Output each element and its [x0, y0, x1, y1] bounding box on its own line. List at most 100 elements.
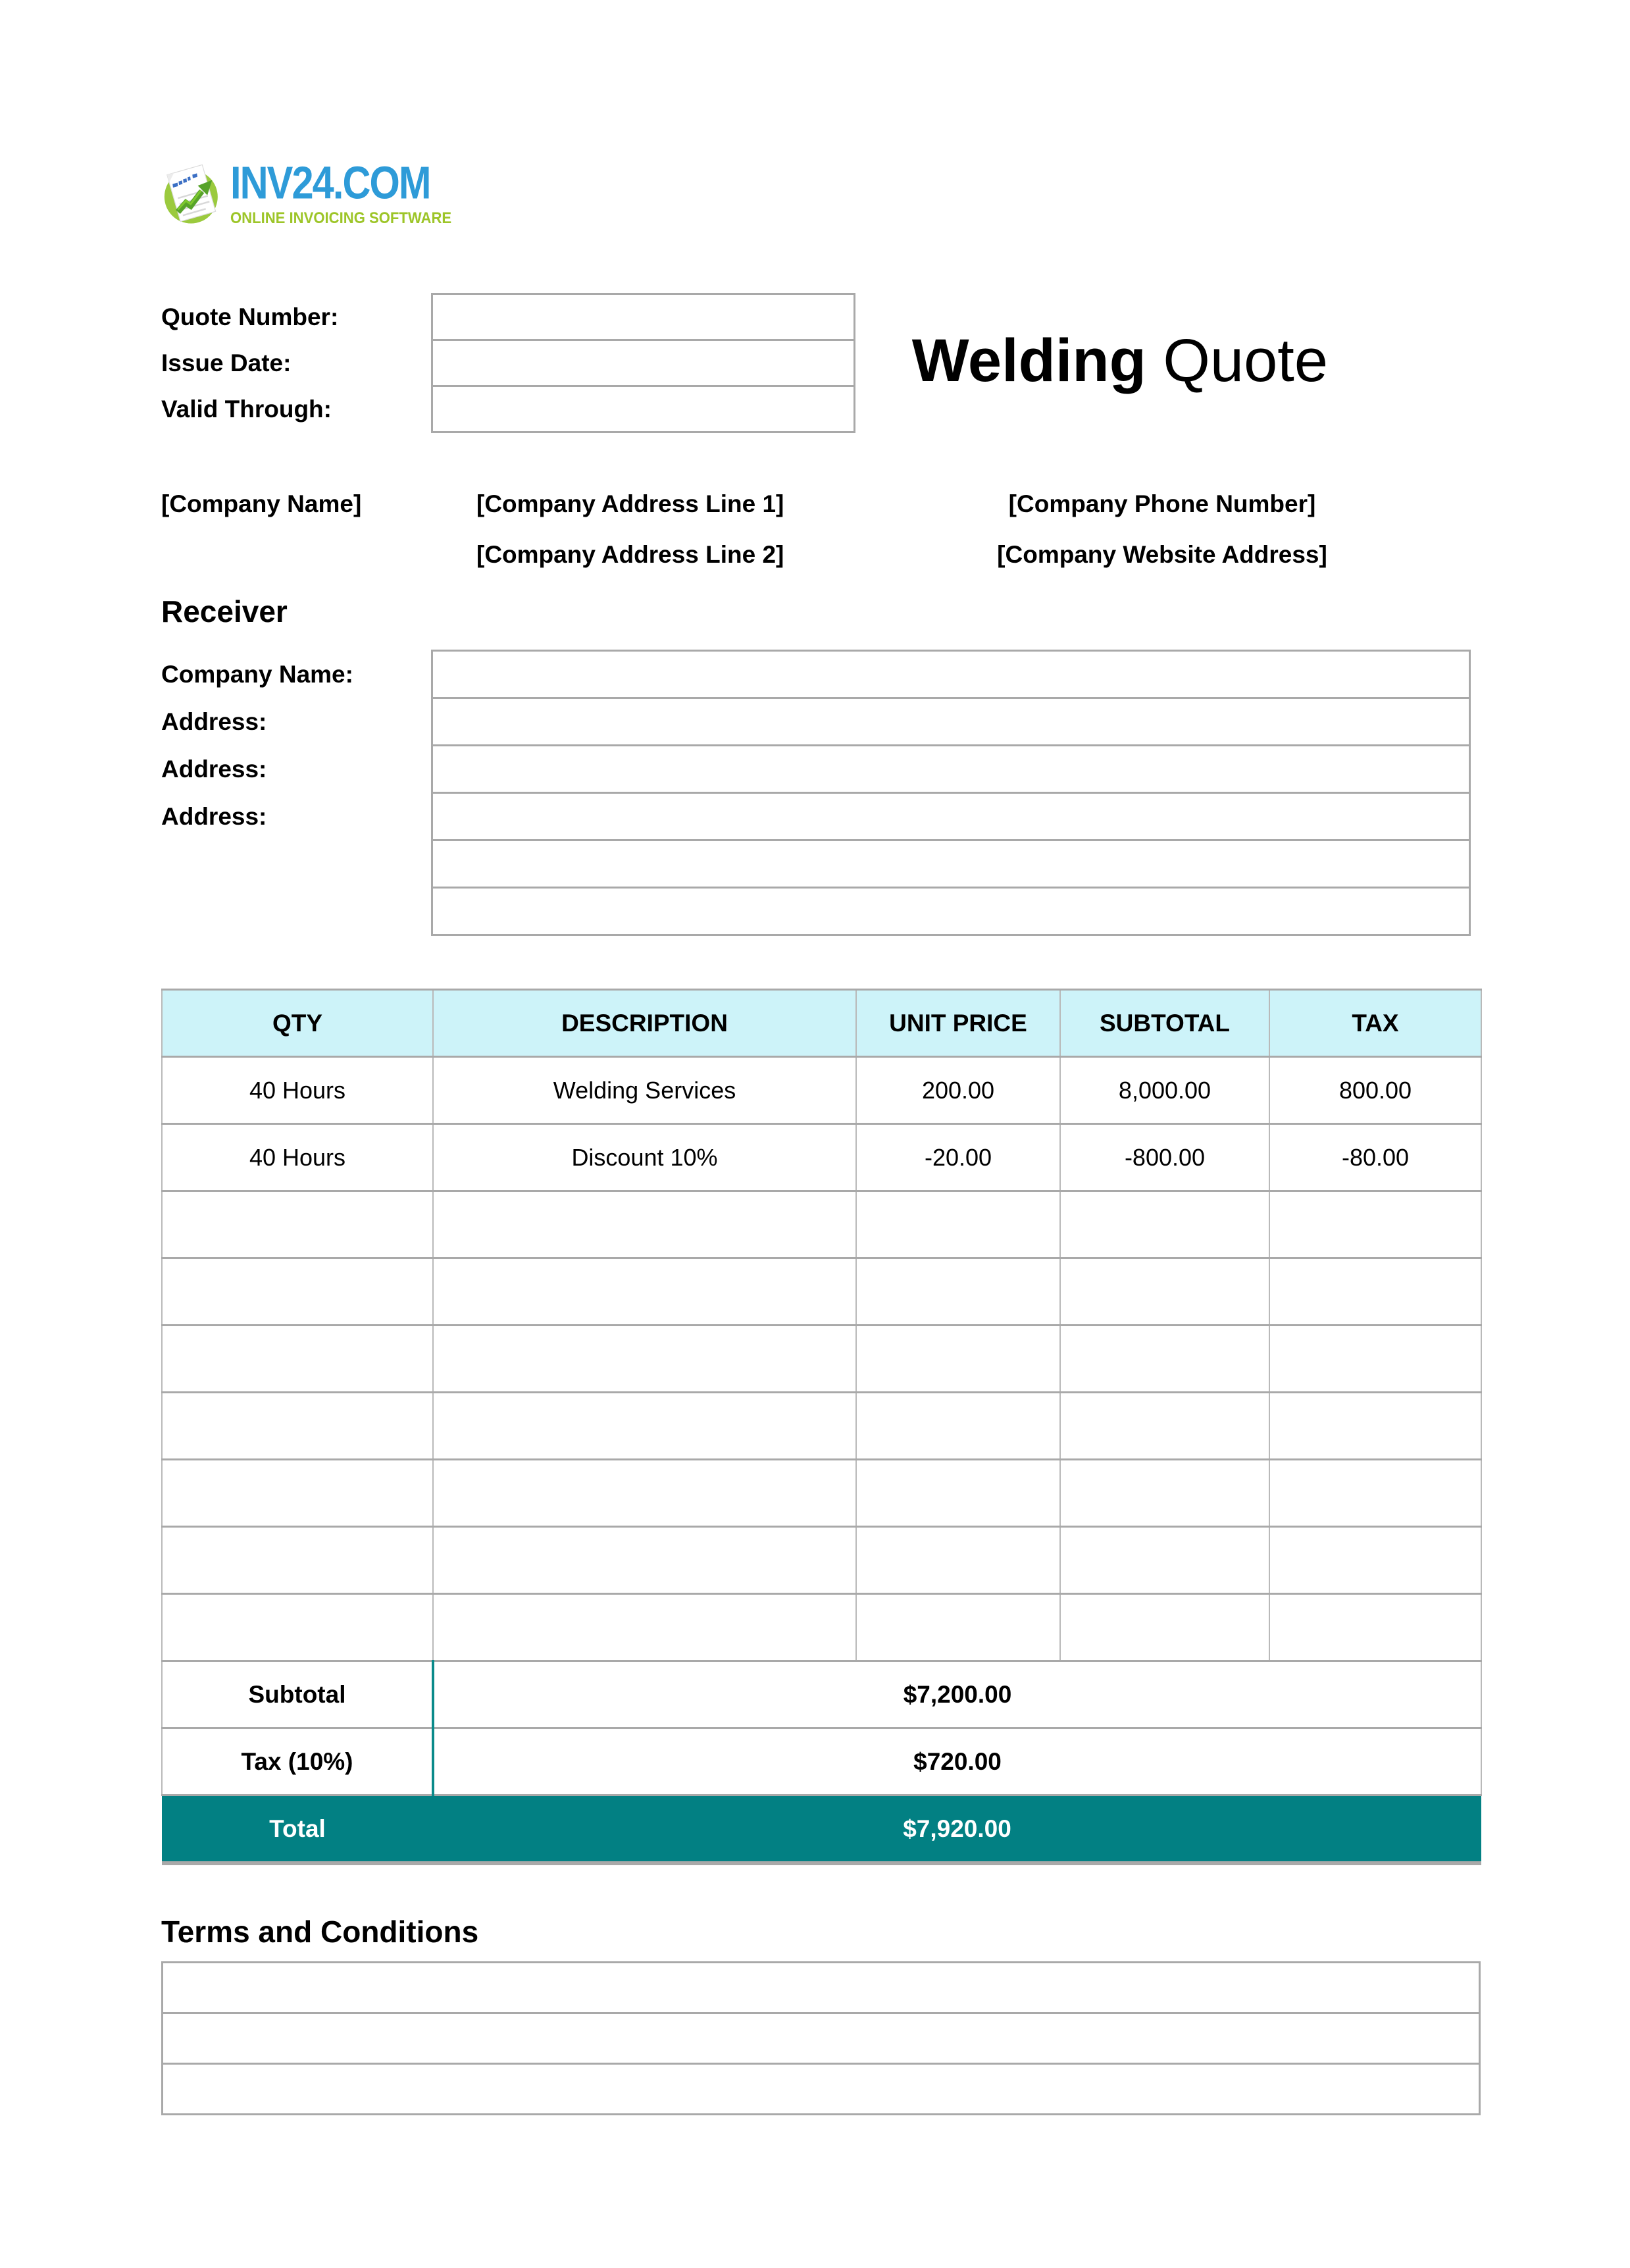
item-qty [161, 1324, 434, 1394]
terms-section [161, 1961, 1481, 2116]
company-info-section: [Company Name] [Company Address Line 1] … [161, 490, 1481, 569]
total-row: Total $7,920.00 [162, 1794, 1481, 1866]
receiver-company-input[interactable] [431, 650, 1471, 700]
item-qty [161, 1526, 434, 1595]
page-title-bold: Welding [911, 327, 1146, 394]
receiver-address2-input[interactable] [431, 744, 1471, 794]
item-subtotal [1059, 1391, 1270, 1461]
terms-heading: Terms and Conditions [161, 1915, 479, 1949]
receiver-address1-label: Address: [161, 708, 267, 735]
item-description [432, 1526, 857, 1595]
issue-date-input[interactable] [431, 339, 855, 387]
receiver-address1-row: Address: [161, 697, 1481, 747]
item-row: 40 Hours Welding Services 200.00 8,000.0… [161, 1056, 1482, 1125]
item-tax [1269, 1593, 1482, 1662]
item-description: Welding Services [432, 1056, 857, 1125]
item-row-empty [161, 1391, 1482, 1461]
terms-line-input[interactable] [161, 1961, 1481, 2015]
company-website-placeholder: [Company Website Address] [997, 540, 1327, 568]
issue-date-label: Issue Date: [161, 349, 292, 376]
quote-number-input[interactable] [431, 293, 855, 341]
item-description [432, 1190, 857, 1260]
receiver-company-label: Company Name: [161, 660, 353, 688]
items-table: QTY DESCRIPTION UNIT PRICE SUBTOTAL TAX … [161, 989, 1482, 1866]
item-unit-price [855, 1190, 1061, 1260]
item-row-empty [161, 1458, 1482, 1528]
company-address2-placeholder: [Company Address Line 2] [476, 540, 784, 568]
item-qty: 40 Hours [161, 1123, 434, 1193]
header-subtotal: SUBTOTAL [1059, 989, 1270, 1058]
subtotal-value: $7,200.00 [433, 1660, 1482, 1730]
item-subtotal [1059, 1593, 1270, 1662]
total-label: Total [162, 1794, 433, 1866]
receiver-address2-label: Address: [161, 755, 267, 783]
item-description [432, 1324, 857, 1394]
receiver-extra2-input[interactable] [431, 887, 1471, 937]
item-unit-price [855, 1257, 1061, 1327]
tax-value: $720.00 [433, 1727, 1482, 1797]
company-empty-cell [161, 542, 476, 569]
item-description [432, 1257, 857, 1327]
item-subtotal: 8,000.00 [1059, 1056, 1270, 1125]
receiver-address3-row: Address: [161, 792, 1481, 842]
receiver-address3-input[interactable] [431, 792, 1471, 842]
subtotal-label: Subtotal [161, 1660, 434, 1730]
company-phone-placeholder: [Company Phone Number] [1008, 490, 1316, 517]
item-tax [1269, 1257, 1482, 1327]
quote-number-row: Quote Number: [161, 293, 1481, 341]
page-title: Welding Quote [911, 327, 1328, 394]
item-tax [1269, 1324, 1482, 1394]
valid-through-label: Valid Through: [161, 395, 332, 423]
header-description: DESCRIPTION [432, 989, 857, 1058]
item-subtotal [1059, 1190, 1270, 1260]
valid-through-row: Valid Through: [161, 385, 1481, 433]
logo-row: INV24.COM ONLINE INVOICING SOFTWARE [161, 0, 1481, 244]
item-row-empty [161, 1257, 1482, 1327]
subtotal-row: Subtotal $7,200.00 [161, 1660, 1482, 1730]
item-subtotal [1059, 1526, 1270, 1595]
item-tax [1269, 1458, 1482, 1528]
inv24-logo: INV24.COM ONLINE INVOICING SOFTWARE [161, 146, 471, 244]
receiver-form: Company Name: Address: Address: Address: [161, 650, 1481, 937]
item-qty [161, 1257, 434, 1327]
item-row-empty [161, 1190, 1482, 1260]
receiver-extra1-label [161, 839, 431, 889]
tax-label: Tax (10%) [161, 1727, 434, 1797]
header-unit-price: UNIT PRICE [855, 989, 1061, 1058]
quote-number-label: Quote Number: [161, 303, 339, 330]
item-row: 40 Hours Discount 10% -20.00 -800.00 -80… [161, 1123, 1482, 1193]
logo-tagline: ONLINE INVOICING SOFTWARE [230, 209, 451, 227]
item-tax [1269, 1526, 1482, 1595]
total-value: $7,920.00 [433, 1794, 1481, 1866]
receiver-extra2-label [161, 887, 431, 936]
receiver-company-row: Company Name: [161, 650, 1481, 700]
terms-line-input[interactable] [161, 2012, 1481, 2065]
item-tax [1269, 1190, 1482, 1260]
item-row-empty [161, 1324, 1482, 1394]
item-unit-price [855, 1526, 1061, 1595]
item-qty: 40 Hours [161, 1056, 434, 1125]
item-unit-price: -20.00 [855, 1123, 1061, 1193]
issue-date-row: Issue Date: [161, 339, 1481, 387]
item-subtotal [1059, 1324, 1270, 1394]
company-name-placeholder: [Company Name] [161, 490, 362, 517]
logo-brand: INV24.COM [230, 157, 431, 209]
receiver-address1-input[interactable] [431, 697, 1471, 747]
page-title-regular: Quote [1163, 327, 1328, 394]
header-tax: TAX [1269, 989, 1482, 1058]
item-row-empty [161, 1526, 1482, 1595]
receiver-address3-label: Address: [161, 802, 267, 830]
quote-meta-section: Quote Number: Issue Date: Valid Through: [161, 293, 1481, 433]
item-qty [161, 1391, 434, 1461]
item-qty [161, 1593, 434, 1662]
receiver-extra1-input[interactable] [431, 839, 1471, 889]
item-unit-price: 200.00 [855, 1056, 1061, 1125]
valid-through-input[interactable] [431, 385, 855, 433]
item-description [432, 1593, 857, 1662]
header-qty: QTY [161, 989, 434, 1058]
item-subtotal [1059, 1458, 1270, 1528]
tax-row: Tax (10%) $720.00 [161, 1727, 1482, 1797]
terms-line-input[interactable] [161, 2063, 1481, 2116]
item-tax: -80.00 [1269, 1123, 1482, 1193]
item-description [432, 1391, 857, 1461]
